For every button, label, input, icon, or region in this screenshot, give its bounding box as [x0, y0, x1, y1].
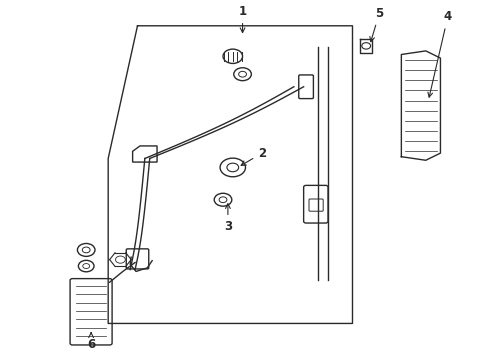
Text: 2: 2	[241, 147, 266, 165]
Text: 4: 4	[428, 10, 452, 97]
Text: 5: 5	[370, 7, 384, 42]
Text: 3: 3	[224, 204, 232, 233]
Text: 6: 6	[87, 333, 95, 351]
Text: 1: 1	[239, 5, 246, 32]
